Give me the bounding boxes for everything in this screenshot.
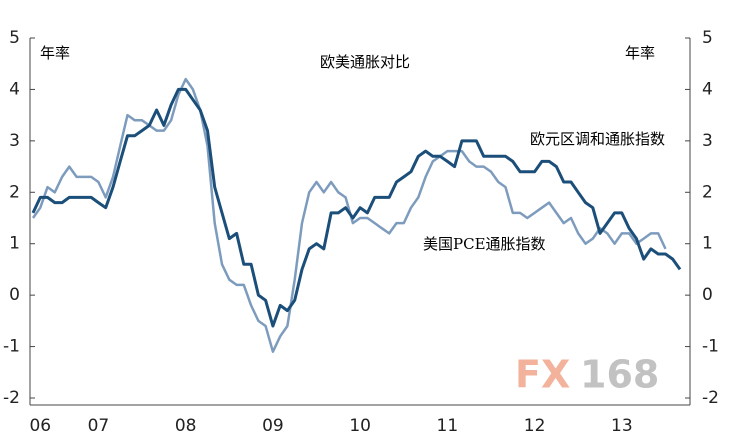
x-tick-label: 08 — [175, 416, 197, 436]
x-tick-label: 13 — [611, 416, 633, 436]
y-tick-label: -2 — [3, 388, 20, 408]
x-tick-label: 09 — [262, 416, 284, 436]
y-tick-label: 5 — [9, 28, 20, 48]
y2-tick-label: -1 — [702, 337, 719, 357]
y2-tick-label: 4 — [702, 79, 713, 99]
series-label: 欧元区调和通胀指数 — [530, 130, 665, 148]
series-line — [31, 77, 667, 353]
y2-tick-label: 1 — [702, 234, 713, 254]
y2-tick-label: 3 — [702, 131, 713, 151]
y-tick-label: 4 — [9, 79, 20, 99]
y2-tick-label: 2 — [702, 182, 713, 202]
x-tick-label: 07 — [88, 416, 110, 436]
y-tick-label: -1 — [3, 337, 20, 357]
y-label-right: 年率 — [625, 44, 655, 62]
x-tick-label: 12 — [524, 416, 546, 436]
x-tick-label: 11 — [437, 416, 459, 436]
y2-tick-label: 5 — [702, 28, 713, 48]
y-tick-label: 0 — [9, 285, 20, 305]
series-line — [31, 87, 682, 328]
watermark: FX — [515, 353, 570, 397]
x-tick-label: 06 — [29, 416, 51, 436]
x-tick-label: 10 — [349, 416, 371, 436]
y-tick-label: 2 — [9, 182, 20, 202]
y-tick-label: 3 — [9, 131, 20, 151]
watermark: 168 — [580, 353, 659, 397]
y2-tick-label: -2 — [702, 388, 719, 408]
chart-title: 欧美通胀对比 — [320, 53, 410, 71]
y-tick-label: 1 — [9, 234, 20, 254]
y2-tick-label: 0 — [702, 285, 713, 305]
y-label-left: 年率 — [40, 44, 70, 62]
series-label: 美国PCE通胀指数 — [423, 235, 546, 253]
